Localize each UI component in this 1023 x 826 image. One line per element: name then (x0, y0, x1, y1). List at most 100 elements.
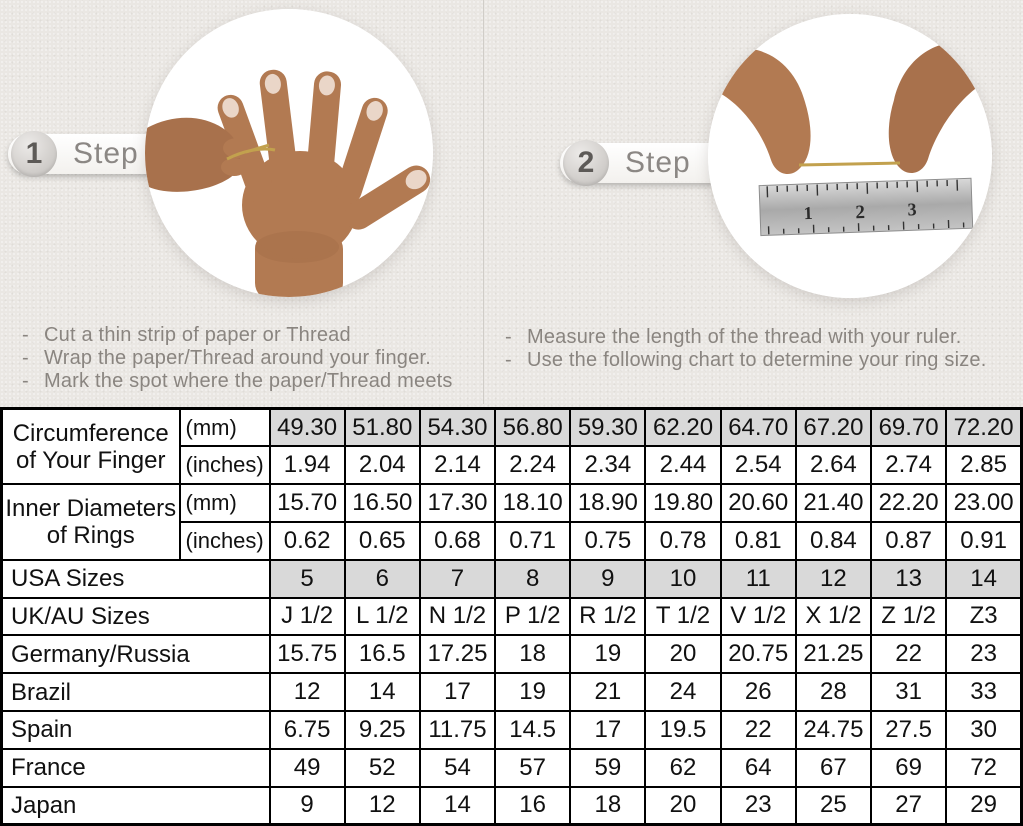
row-label: UK/AU Sizes (0, 596, 271, 637)
size-value-cell: 62 (644, 747, 722, 788)
size-value-cell: 26 (719, 672, 797, 712)
size-value-cell: 17 (569, 710, 647, 750)
instruction-item: - Measure the length of the thread with … (505, 326, 1020, 349)
size-value-cell: 21.25 (794, 634, 873, 675)
size-value-cell: 2.04 (343, 445, 421, 486)
ring-size-table: Circumference of Your Finger (mm) 49.30 51.8… (0, 407, 1023, 826)
size-value-cell: Z 1/2 (869, 596, 948, 637)
size-value-cell: 64 (719, 747, 797, 788)
size-value-cell: 23 (945, 634, 1023, 675)
table-row: UK/AU Sizes J 1/2 L 1/2 N 1/2 P 1/2 R 1/2 T 1/… (0, 596, 1023, 637)
table-row: Inner Diameters of Rings (mm) 15.70 16.50 17.… (0, 483, 1023, 561)
size-value-cell: 10 (644, 558, 722, 599)
row-label: Brazil (0, 672, 271, 712)
size-value-cell: 23 (719, 785, 797, 826)
table-row: (inches) 1.94 2.04 2.14 2.24 2.34 2.44 2.54 2.64… (2, 445, 1023, 486)
size-value-cell: 16 (494, 785, 572, 826)
size-value-cell: 0.84 (794, 520, 873, 561)
size-value-cell: 20 (644, 785, 722, 826)
ruler-graphic: 1 2 3 (758, 177, 974, 237)
hand-with-thread-illustration (145, 9, 433, 297)
size-value-cell: 16.50 (343, 483, 421, 523)
size-value-cell: 18.90 (569, 483, 647, 523)
step2-instructions: - Measure the length of the thread with … (505, 326, 1020, 372)
size-value-cell: 54 (418, 747, 497, 788)
table-row: (inches) 0.62 0.65 0.68 0.71 0.75 0.78 0.81 0.84… (2, 520, 1023, 561)
size-value-cell: 49.30 (268, 407, 346, 448)
size-value-cell: 12 (268, 672, 346, 712)
instruction-item: - Wrap the paper/Thread around your fing… (22, 347, 487, 370)
size-value-cell: 11.75 (418, 710, 497, 750)
size-value-cell: 0.75 (569, 520, 647, 561)
size-value-cell: 30 (945, 710, 1023, 750)
size-value-cell: 59.30 (569, 407, 647, 448)
size-value-cell: 20.60 (719, 483, 797, 523)
panel-divider (483, 0, 484, 404)
size-value-cell: 21 (569, 672, 647, 712)
size-value-cell: V 1/2 (719, 596, 797, 637)
size-value-cell: 69 (869, 747, 948, 788)
step2-photo: 1 2 3 (708, 14, 992, 298)
size-value-cell: 25 (794, 785, 873, 826)
row-label: Japan (0, 785, 271, 826)
size-value-cell: 52 (343, 747, 421, 788)
size-value-cell: 6.75 (268, 710, 346, 750)
size-value-cell: 12 (343, 785, 421, 826)
unit-label: (inches) (178, 445, 271, 486)
right-hand-graphic (888, 41, 992, 174)
instruction-text: Cut a thin strip of paper or Thread (44, 324, 351, 346)
table-row: Spain 6.75 9.25 11.75 14.5 17 19.5 22 24.75 27.5 3… (0, 710, 1023, 750)
size-value-cell: 5 (268, 558, 346, 599)
size-value-cell: 19.80 (644, 483, 722, 523)
row-label: Spain (0, 710, 271, 750)
size-value-cell: 2.44 (644, 445, 722, 486)
measuring-thread-illustration: 1 2 3 (708, 14, 992, 298)
size-value-cell: 22 (869, 634, 948, 675)
bullet-dash: - (22, 324, 29, 346)
size-value-cell: 17.25 (418, 634, 497, 675)
instruction-text: Measure the length of the thread with yo… (527, 326, 962, 348)
size-value-cell: 19.5 (644, 710, 722, 750)
instruction-text: Use the following chart to determine you… (527, 349, 987, 371)
size-value-cell: 22 (719, 710, 797, 750)
bullet-dash: - (22, 370, 29, 392)
table-row: Japan 9 12 14 16 18 20 23 25 27 29 (0, 785, 1023, 826)
step2-label: Step (625, 146, 691, 179)
size-value-cell: 23.00 (945, 483, 1023, 523)
left-hand-graphic (708, 48, 811, 175)
step1-number-badge: 1 (11, 131, 57, 177)
size-value-cell: 0.87 (869, 520, 948, 561)
step1-instructions: - Cut a thin strip of paper or Thread - … (22, 324, 487, 393)
size-value-cell: R 1/2 (569, 596, 647, 637)
unit-label: (inches) (178, 520, 271, 561)
size-value-cell: 14 (945, 558, 1023, 599)
size-value-cell: 2.34 (569, 445, 647, 486)
size-value-cell: 72.20 (945, 407, 1023, 448)
size-value-cell: 2.74 (869, 445, 948, 486)
size-value-cell: 0.62 (268, 520, 346, 561)
size-value-cell: 20.75 (719, 634, 797, 675)
instructions-section: 1 Step (0, 0, 1023, 407)
size-value-cell: 7 (418, 558, 497, 599)
size-value-cell: N 1/2 (418, 596, 497, 637)
size-value-cell: 18 (494, 634, 572, 675)
size-value-cell: 51.80 (343, 407, 421, 448)
size-value-cell: 28 (794, 672, 873, 712)
size-value-cell: 29 (945, 785, 1023, 826)
size-value-cell: 19 (494, 672, 572, 712)
size-value-cell: L 1/2 (343, 596, 421, 637)
size-value-cell: 15.75 (268, 634, 346, 675)
size-value-cell: 24.75 (794, 710, 873, 750)
step1-photo (145, 9, 433, 297)
size-value-cell: 27.5 (869, 710, 948, 750)
size-value-cell: 2.54 (719, 445, 797, 486)
ruler-number-3: 3 (907, 199, 917, 219)
table-row: Germany/Russia 15.75 16.5 17.25 18 19 20 20.75 2… (0, 634, 1023, 675)
size-value-cell: 33 (945, 672, 1023, 712)
size-value-cell: 56.80 (494, 407, 572, 448)
size-value-cell: 27 (869, 785, 948, 826)
size-value-cell: 0.81 (719, 520, 797, 561)
size-value-cell: 54.30 (418, 407, 497, 448)
row-label: France (0, 747, 271, 788)
size-value-cell: 59 (569, 747, 647, 788)
